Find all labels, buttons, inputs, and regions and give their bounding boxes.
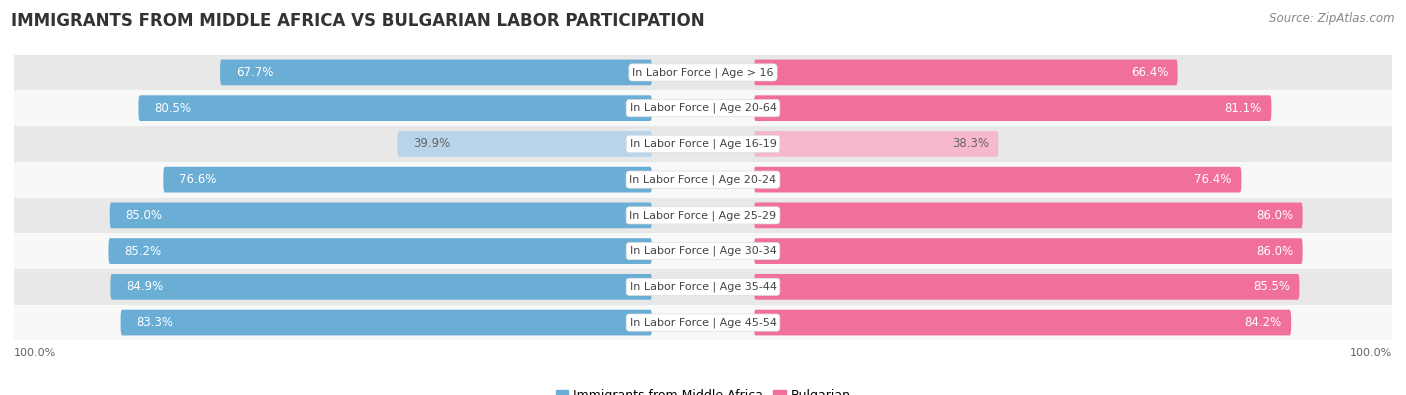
Bar (14, 126, 1392, 162)
Text: 84.9%: 84.9% (127, 280, 163, 293)
FancyBboxPatch shape (121, 310, 652, 335)
FancyBboxPatch shape (398, 131, 652, 157)
Legend: Immigrants from Middle Africa, Bulgarian: Immigrants from Middle Africa, Bulgarian (551, 384, 855, 395)
FancyBboxPatch shape (138, 95, 652, 121)
Text: 85.2%: 85.2% (124, 245, 162, 258)
Bar (14, 269, 1392, 305)
FancyBboxPatch shape (221, 60, 652, 85)
Text: In Labor Force | Age > 16: In Labor Force | Age > 16 (633, 67, 773, 78)
Text: 38.3%: 38.3% (952, 137, 988, 150)
Text: 67.7%: 67.7% (236, 66, 273, 79)
FancyBboxPatch shape (754, 203, 1302, 228)
Text: In Labor Force | Age 16-19: In Labor Force | Age 16-19 (630, 139, 776, 149)
Text: In Labor Force | Age 25-29: In Labor Force | Age 25-29 (630, 210, 776, 221)
FancyBboxPatch shape (754, 167, 1241, 192)
Bar (14, 55, 1392, 90)
Text: 80.5%: 80.5% (155, 102, 191, 115)
Text: 85.5%: 85.5% (1253, 280, 1289, 293)
FancyBboxPatch shape (110, 203, 652, 228)
Text: In Labor Force | Age 20-24: In Labor Force | Age 20-24 (630, 174, 776, 185)
Text: In Labor Force | Age 45-54: In Labor Force | Age 45-54 (630, 317, 776, 328)
Text: In Labor Force | Age 20-64: In Labor Force | Age 20-64 (630, 103, 776, 113)
Text: 39.9%: 39.9% (413, 137, 451, 150)
Bar (14, 198, 1392, 233)
Text: 76.4%: 76.4% (1195, 173, 1232, 186)
Text: 66.4%: 66.4% (1130, 66, 1168, 79)
FancyBboxPatch shape (754, 95, 1271, 121)
Text: 85.0%: 85.0% (125, 209, 163, 222)
FancyBboxPatch shape (163, 167, 652, 192)
FancyBboxPatch shape (111, 274, 652, 300)
Text: 86.0%: 86.0% (1256, 209, 1294, 222)
FancyBboxPatch shape (754, 238, 1302, 264)
Text: 84.2%: 84.2% (1244, 316, 1282, 329)
Text: In Labor Force | Age 30-34: In Labor Force | Age 30-34 (630, 246, 776, 256)
Bar (14, 162, 1392, 198)
FancyBboxPatch shape (754, 310, 1291, 335)
Bar (14, 305, 1392, 340)
Text: 100.0%: 100.0% (14, 348, 56, 358)
FancyBboxPatch shape (108, 238, 652, 264)
Text: 81.1%: 81.1% (1225, 102, 1261, 115)
FancyBboxPatch shape (754, 60, 1178, 85)
Text: 100.0%: 100.0% (1350, 348, 1392, 358)
Text: 76.6%: 76.6% (180, 173, 217, 186)
Bar (14, 90, 1392, 126)
Text: 86.0%: 86.0% (1256, 245, 1294, 258)
FancyBboxPatch shape (754, 274, 1299, 300)
Text: 83.3%: 83.3% (136, 316, 173, 329)
Text: IMMIGRANTS FROM MIDDLE AFRICA VS BULGARIAN LABOR PARTICIPATION: IMMIGRANTS FROM MIDDLE AFRICA VS BULGARI… (11, 12, 704, 30)
FancyBboxPatch shape (754, 131, 998, 157)
Text: In Labor Force | Age 35-44: In Labor Force | Age 35-44 (630, 282, 776, 292)
Text: Source: ZipAtlas.com: Source: ZipAtlas.com (1270, 12, 1395, 25)
Bar (14, 233, 1392, 269)
